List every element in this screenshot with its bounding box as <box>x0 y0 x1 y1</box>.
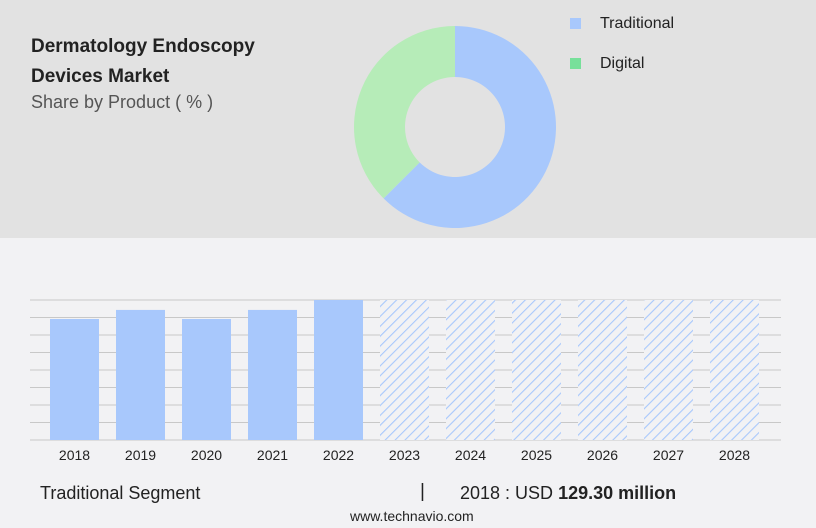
bar-2019 <box>116 309 165 440</box>
site-url: www.technavio.com <box>350 508 474 524</box>
page-subtitle: Share by Product ( % ) <box>31 92 214 112</box>
bar-chart: 2018 2019 2020 2021 2022 2023 2024 2025 2026 2027… <box>30 299 781 463</box>
bar-forecast-2027 <box>644 300 693 440</box>
x-tick-label: 2020 <box>191 447 222 463</box>
x-tick-label: 2021 <box>257 447 288 463</box>
segment-label: Traditional Segment <box>40 483 201 503</box>
donut-slice-traditional <box>383 26 556 228</box>
x-tick-label: 2027 <box>653 447 684 463</box>
bar-forecast-2026 <box>578 300 627 440</box>
legend-item-traditional: Traditional <box>570 15 674 33</box>
separator: | <box>420 481 425 502</box>
segment-stat: 2018 : USD 129.30 million <box>460 483 676 504</box>
stat-prefix: 2018 : USD <box>460 483 554 503</box>
bar-2018 <box>50 318 99 440</box>
x-tick-label: 2022 <box>323 447 354 463</box>
bar-2022 <box>314 300 363 440</box>
bar-2020 <box>182 318 231 440</box>
stat-value: 129.30 million <box>558 483 677 503</box>
x-tick-label: 2024 <box>455 447 486 463</box>
x-tick-label: 2028 <box>719 447 750 463</box>
bar-forecast-2028 <box>710 300 759 440</box>
bar-forecast-2025 <box>512 300 561 440</box>
bar-2021 <box>248 309 297 440</box>
x-tick-label: 2018 <box>59 447 90 463</box>
x-tick-label: 2025 <box>521 447 552 463</box>
legend-label: Digital <box>600 55 645 72</box>
x-tick-label: 2023 <box>389 447 420 463</box>
x-tick-label: 2019 <box>125 447 156 463</box>
bar-forecast-2024 <box>446 300 495 440</box>
legend-swatch <box>570 58 581 69</box>
donut-chart <box>354 26 556 228</box>
legend-swatch <box>570 18 581 29</box>
legend-item-digital: Digital <box>570 55 644 73</box>
page-title: Dermatology Endoscopy Devices Market <box>31 36 255 87</box>
x-tick-label: 2026 <box>587 447 618 463</box>
legend-label: Traditional <box>600 15 675 32</box>
bar-forecast-2023 <box>380 300 429 440</box>
donut-slice-digital <box>354 26 455 199</box>
